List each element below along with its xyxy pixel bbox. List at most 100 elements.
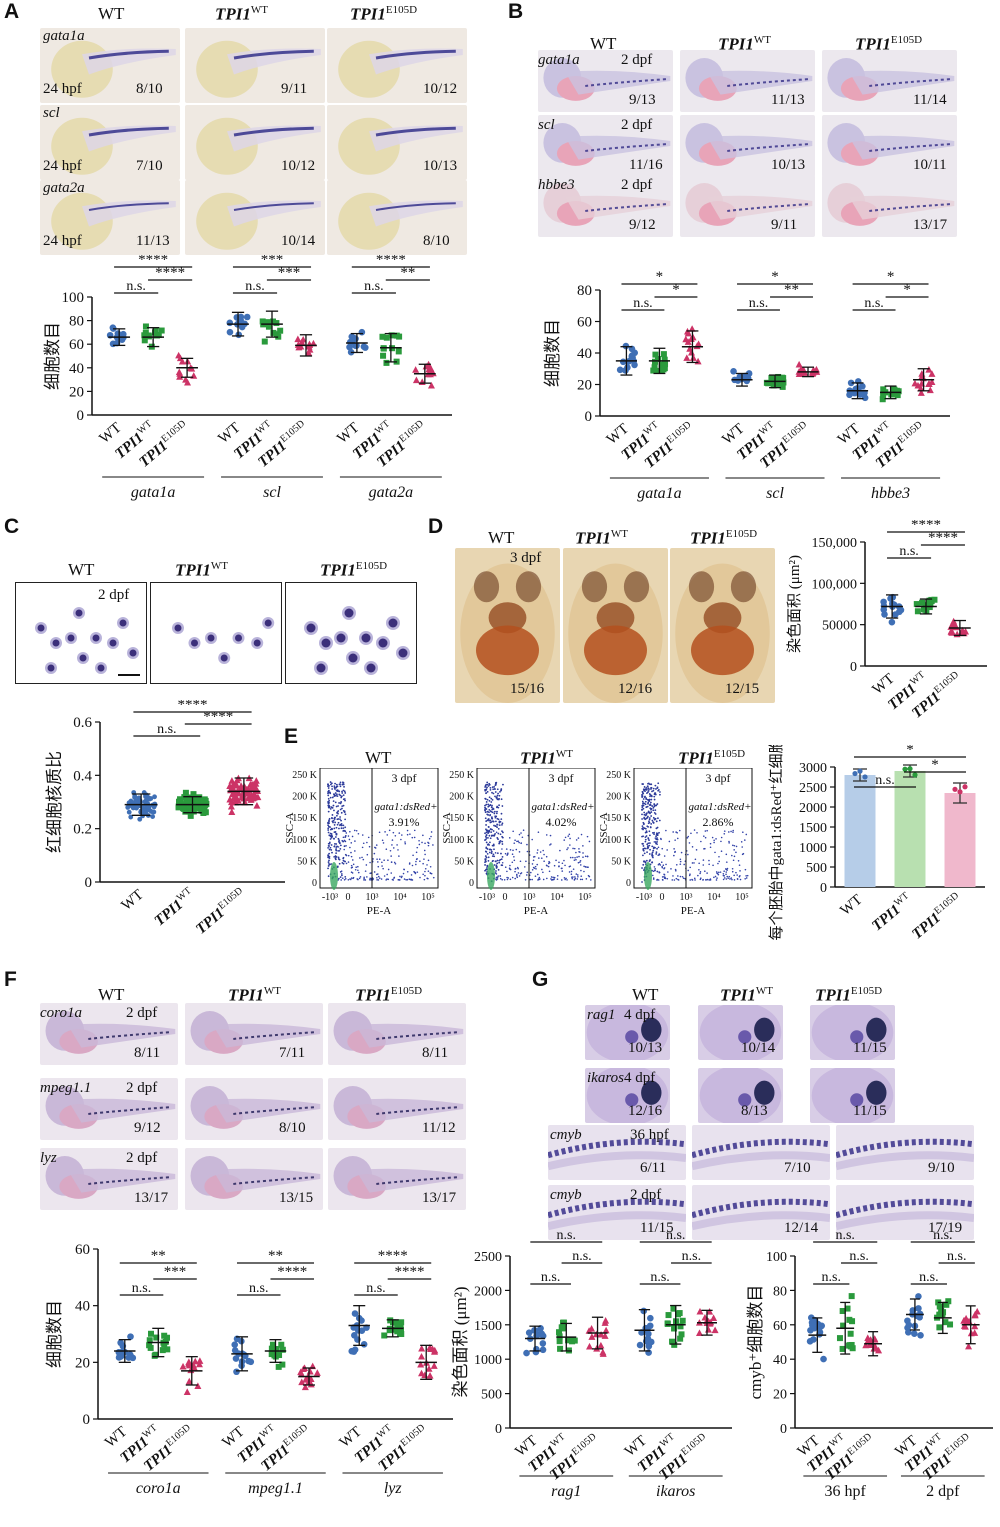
group-label: rag1 bbox=[551, 1483, 581, 1500]
y-tick-label: 2500 bbox=[799, 781, 827, 796]
panel-a-ratio: 10/12 bbox=[281, 158, 315, 175]
data-point bbox=[194, 1382, 201, 1389]
y-tick-label: 40 bbox=[577, 346, 592, 362]
y-tick-label: 0 bbox=[77, 408, 85, 424]
panel-e-ytick: 150 K bbox=[449, 813, 475, 824]
chart-c: 0 0.2 0.4 0.6 红细胞核质比 WT TPI1WTTPI1E105D *******… bbox=[40, 700, 290, 935]
data-point bbox=[880, 599, 887, 606]
panel-f-ratio: 13/17 bbox=[134, 1190, 168, 1207]
significance-label: n.s. bbox=[822, 1270, 841, 1285]
panel-g-image: 8/13 bbox=[698, 1068, 783, 1123]
panel-e-ytick: 250 K bbox=[292, 770, 318, 781]
group-label: gata1a bbox=[637, 485, 681, 502]
panel-b-image: 11/14 bbox=[822, 50, 957, 112]
panel-e-xtick: 10⁴ bbox=[707, 892, 721, 903]
y-tick-label: 2500 bbox=[474, 1250, 502, 1265]
y-tick-label: 60 bbox=[69, 337, 84, 353]
data-point bbox=[359, 329, 366, 336]
panel-e-xtick: 10³ bbox=[523, 892, 536, 903]
data-point bbox=[143, 323, 149, 329]
panel-c-genotype-0: WT bbox=[68, 560, 94, 580]
y-tick-label: 0.6 bbox=[73, 715, 92, 731]
group-label: scl bbox=[263, 484, 281, 501]
significance-label: n.s. bbox=[899, 544, 918, 559]
panel-b-gene-label: hbbe3 bbox=[538, 177, 575, 194]
panel-f-stage-label: 2 dpf bbox=[126, 1150, 157, 1167]
panel-b-image: 9/12 hbbe3 2 dpf bbox=[538, 175, 673, 237]
panel-g-gene-label: rag1 bbox=[587, 1007, 615, 1024]
data-point bbox=[383, 360, 389, 366]
panel-e-ytick: 200 K bbox=[292, 792, 318, 803]
data-point bbox=[881, 611, 888, 618]
panel-b-gene-label: scl bbox=[538, 117, 555, 134]
significance-label: n.s. bbox=[875, 773, 894, 788]
y-tick-label: 0 bbox=[85, 875, 93, 891]
panel-e-ytick: 50 K bbox=[454, 856, 475, 867]
panel-f-image: 13/17 bbox=[328, 1148, 466, 1210]
significance-label: * bbox=[771, 270, 779, 285]
panel-a-image: 10/13 bbox=[327, 105, 467, 180]
panel-g-ratio: 7/10 bbox=[784, 1160, 811, 1177]
panel-f-gene-label: lyz bbox=[40, 1150, 57, 1167]
panel-a-image: 8/10 gata1a 24 hpf bbox=[40, 28, 180, 103]
data-point bbox=[947, 1321, 953, 1327]
data-point bbox=[151, 810, 156, 815]
panel-f-ratio: 13/17 bbox=[422, 1190, 456, 1207]
panel-g-image: 10/14 bbox=[698, 1005, 783, 1060]
data-point bbox=[647, 1315, 654, 1322]
panel-d-ratio: 12/16 bbox=[618, 681, 652, 698]
data-point bbox=[679, 1331, 685, 1337]
y-tick-label: 150,000 bbox=[812, 536, 858, 551]
y-axis-label: 细胞数目 bbox=[43, 322, 62, 390]
panel-a-ratio: 11/13 bbox=[136, 233, 170, 250]
panel-letter-b: B bbox=[508, 0, 523, 24]
panel-b-ratio: 11/13 bbox=[771, 92, 805, 109]
significance-label: ** bbox=[268, 1248, 283, 1264]
panel-b-genotype-0: WT bbox=[590, 34, 616, 54]
panel-e-genotype-0: WT bbox=[365, 748, 391, 768]
panel-d-image: 15/16 3 dpf bbox=[455, 548, 560, 703]
panel-e-xtick: 10⁵ bbox=[421, 892, 435, 903]
significance-label: *** bbox=[278, 265, 301, 281]
data-point bbox=[152, 794, 157, 799]
panel-f-image: 8/11 bbox=[328, 1003, 466, 1065]
data-point bbox=[849, 1342, 855, 1348]
data-point bbox=[931, 597, 937, 603]
panel-b-image: 9/13 gata1a 2 dpf bbox=[538, 50, 673, 112]
panel-a-image: 7/10 scl 24 hpf bbox=[40, 105, 180, 180]
panel-f-image: 13/15 bbox=[185, 1148, 323, 1210]
y-axis-label: 细胞数目 bbox=[45, 1300, 64, 1368]
x-tick-label: TPI1WT bbox=[150, 885, 198, 929]
significance-label: n.s. bbox=[249, 1281, 268, 1296]
panel-g-gene-label: cmyb bbox=[550, 1127, 582, 1144]
data-point bbox=[396, 334, 402, 340]
panel-b-ratio: 10/11 bbox=[913, 157, 947, 174]
data-point bbox=[226, 320, 233, 327]
y-tick-label: 0.2 bbox=[73, 822, 92, 838]
panel-letter-c: C bbox=[4, 515, 19, 539]
y-tick-label: 60 bbox=[577, 315, 592, 331]
data-point bbox=[412, 366, 419, 373]
data-point bbox=[427, 1372, 434, 1379]
data-point bbox=[952, 787, 957, 792]
panel-d-ratio: 15/16 bbox=[510, 681, 544, 698]
y-tick-label: 0.4 bbox=[73, 768, 92, 784]
data-point bbox=[889, 619, 896, 626]
bar bbox=[845, 775, 876, 887]
data-point bbox=[620, 359, 627, 366]
data-point bbox=[380, 353, 386, 359]
significance-label: n.s. bbox=[557, 1228, 576, 1243]
x-tick-label: TPI1E105D bbox=[192, 885, 250, 935]
significance-label: n.s. bbox=[157, 722, 176, 737]
panel-a-image: 8/10 bbox=[327, 180, 467, 255]
panel-e-gate-label: gata1:dsRed+ bbox=[688, 801, 751, 813]
y-tick-label: 1500 bbox=[799, 821, 827, 836]
data-point bbox=[937, 1304, 943, 1310]
data-point bbox=[665, 1321, 671, 1327]
data-point bbox=[862, 774, 867, 779]
panel-a-gene-label: gata1a bbox=[43, 28, 85, 45]
data-point bbox=[233, 1368, 240, 1375]
panel-a-stage-label: 24 hpf bbox=[43, 158, 82, 175]
y-tick-label: 2000 bbox=[799, 801, 827, 816]
panel-e-flow-plot: 3 dpfgata1:dsRed+3.91%250 K200 K150 K100… bbox=[285, 768, 445, 933]
